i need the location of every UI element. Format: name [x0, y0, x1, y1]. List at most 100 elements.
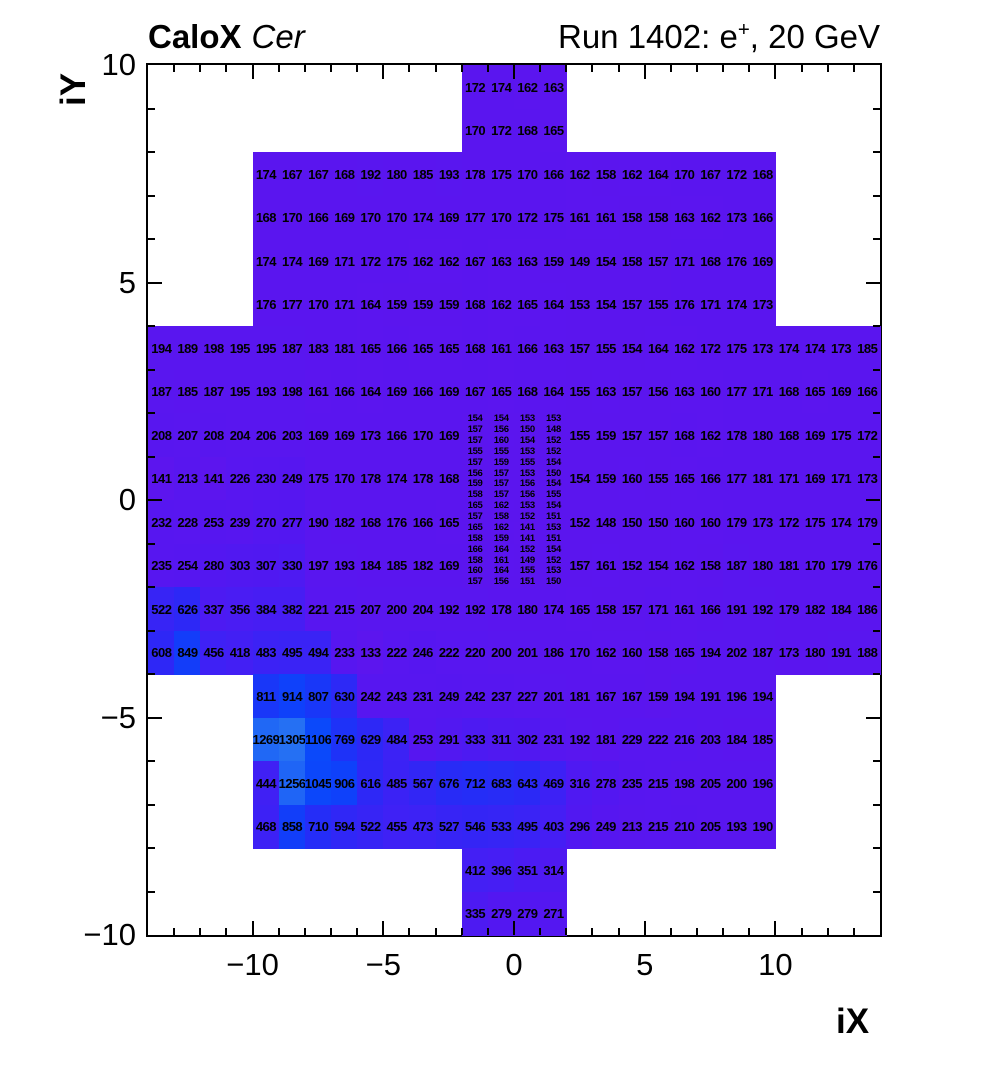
heatmap-cell: 133 — [357, 630, 384, 675]
heatmap-cell: 222 — [435, 630, 463, 675]
heatmap-cell: 159 — [592, 413, 620, 458]
fine-cell: 154 — [540, 478, 567, 490]
heatmap-cell: 169 — [331, 413, 358, 458]
heatmap-cell: 178 — [487, 587, 515, 632]
axis-tick — [486, 928, 489, 935]
heatmap-cell: 178 — [357, 456, 384, 501]
axis-tick — [800, 928, 803, 935]
axis-tick — [225, 928, 228, 935]
heatmap-cell: 444 — [252, 761, 280, 806]
heatmap-cell: 242 — [461, 674, 489, 719]
heatmap-cell: 161 — [670, 587, 698, 632]
axis-tick — [669, 65, 672, 72]
heatmap-cell: 155 — [592, 326, 620, 371]
heatmap-cell: 495 — [514, 804, 541, 849]
fine-cell: 153 — [514, 445, 541, 458]
heatmap-cell: 160 — [697, 369, 724, 414]
heatmap-cell: 171 — [331, 282, 358, 327]
y-tick-label: 10 — [101, 47, 136, 82]
heatmap-cell: 522 — [357, 804, 384, 849]
plot-title-right: Run 1402: e+, 20 GeV — [558, 18, 880, 56]
fine-cell: 154 — [540, 500, 567, 512]
fine-cell: 151 — [540, 532, 567, 545]
axis-tick — [148, 673, 155, 675]
fine-cell: 156 — [514, 489, 541, 501]
heatmap-cell: 181 — [749, 456, 777, 501]
axis-tick — [873, 194, 880, 197]
heatmap-cell: 333 — [461, 717, 489, 762]
heatmap-cell: 164 — [644, 326, 672, 371]
axis-tick — [866, 281, 880, 284]
heatmap-cell: 710 — [304, 804, 332, 849]
fine-cell: 151 — [514, 576, 541, 588]
heatmap-cell: 302 — [514, 717, 541, 762]
channel-name: Cer — [251, 18, 305, 55]
heatmap-cell: 175 — [304, 456, 332, 501]
heatmap-cell: 188 — [853, 630, 881, 675]
axis-tick — [148, 803, 155, 806]
axis-tick — [669, 928, 672, 935]
axis-tick — [866, 499, 880, 501]
heatmap-cell: 271 — [540, 891, 567, 936]
heatmap-cell: 176 — [383, 500, 411, 545]
heatmap-cell: 167 — [697, 152, 724, 197]
heatmap-cell: 174 — [723, 282, 750, 327]
heatmap-cell: 170 — [670, 152, 698, 197]
axis-tick — [873, 847, 880, 849]
axis-tick — [356, 65, 359, 72]
heatmap-cell: 158 — [697, 543, 724, 588]
heatmap-cell: 162 — [697, 413, 724, 458]
fine-cell: 157 — [461, 456, 489, 468]
heatmap-cell: 166 — [697, 587, 724, 632]
heatmap-cell: 160 — [670, 500, 698, 545]
heatmap-cell: 155 — [566, 369, 594, 414]
heatmap-cell: 196 — [749, 761, 777, 806]
heatmap-cell: 180 — [749, 413, 777, 458]
axis-tick — [382, 921, 385, 935]
heatmap-cell: 154 — [644, 543, 672, 588]
fine-cell: 157 — [461, 434, 489, 447]
heatmap-cell: 187 — [723, 543, 750, 588]
fine-cell: 164 — [487, 543, 515, 555]
y-tick-label: 0 — [118, 482, 136, 517]
heatmap-cell: 456 — [200, 630, 228, 675]
heatmap-cell: 161 — [592, 543, 620, 588]
heatmap-cell: 176 — [252, 282, 280, 327]
axis-tick — [873, 325, 880, 327]
heatmap-cell: 167 — [461, 239, 489, 284]
heatmap-cell: 197 — [304, 543, 332, 588]
heatmap-cell: 198 — [200, 326, 228, 371]
axis-tick — [852, 65, 855, 72]
heatmap-cell: 229 — [618, 717, 646, 762]
axis-tick — [873, 238, 880, 240]
heatmap-cell: 184 — [723, 717, 750, 762]
heatmap-cell: 171 — [827, 456, 855, 501]
fine-cell: 157 — [487, 478, 515, 490]
heatmap-cell: 169 — [749, 239, 777, 284]
heatmap-cell: 163 — [670, 195, 698, 240]
heatmap-cell: 165 — [357, 326, 384, 371]
heatmap-cell: 166 — [383, 326, 411, 371]
heatmap-cell: 382 — [278, 587, 306, 632]
heatmap-cell: 169 — [827, 369, 855, 414]
axis-tick — [539, 65, 542, 72]
heatmap-cell: 849 — [174, 630, 201, 675]
heatmap-cell: 165 — [435, 500, 463, 545]
heatmap-cell: 159 — [383, 282, 411, 327]
fine-cell: 154 — [487, 413, 515, 425]
heatmap-cell: 249 — [435, 674, 463, 719]
heatmap-cell: 175 — [801, 500, 829, 545]
heatmap-cell: 166 — [853, 369, 881, 414]
fine-cell: 154 — [461, 413, 489, 425]
axis-tick — [565, 65, 568, 72]
heatmap-cell: 303 — [226, 543, 254, 588]
heatmap-cell: 169 — [435, 369, 463, 414]
fine-cell: 151 — [540, 510, 567, 523]
heatmap-cell: 198 — [670, 761, 698, 806]
heatmap-cell: 181 — [592, 717, 620, 762]
heatmap-cell: 418 — [226, 630, 254, 675]
fine-cell: 150 — [540, 576, 567, 588]
fine-cell: 157 — [487, 467, 515, 479]
fine-cell: 156 — [461, 467, 489, 479]
run-title-sup: + — [737, 18, 750, 41]
